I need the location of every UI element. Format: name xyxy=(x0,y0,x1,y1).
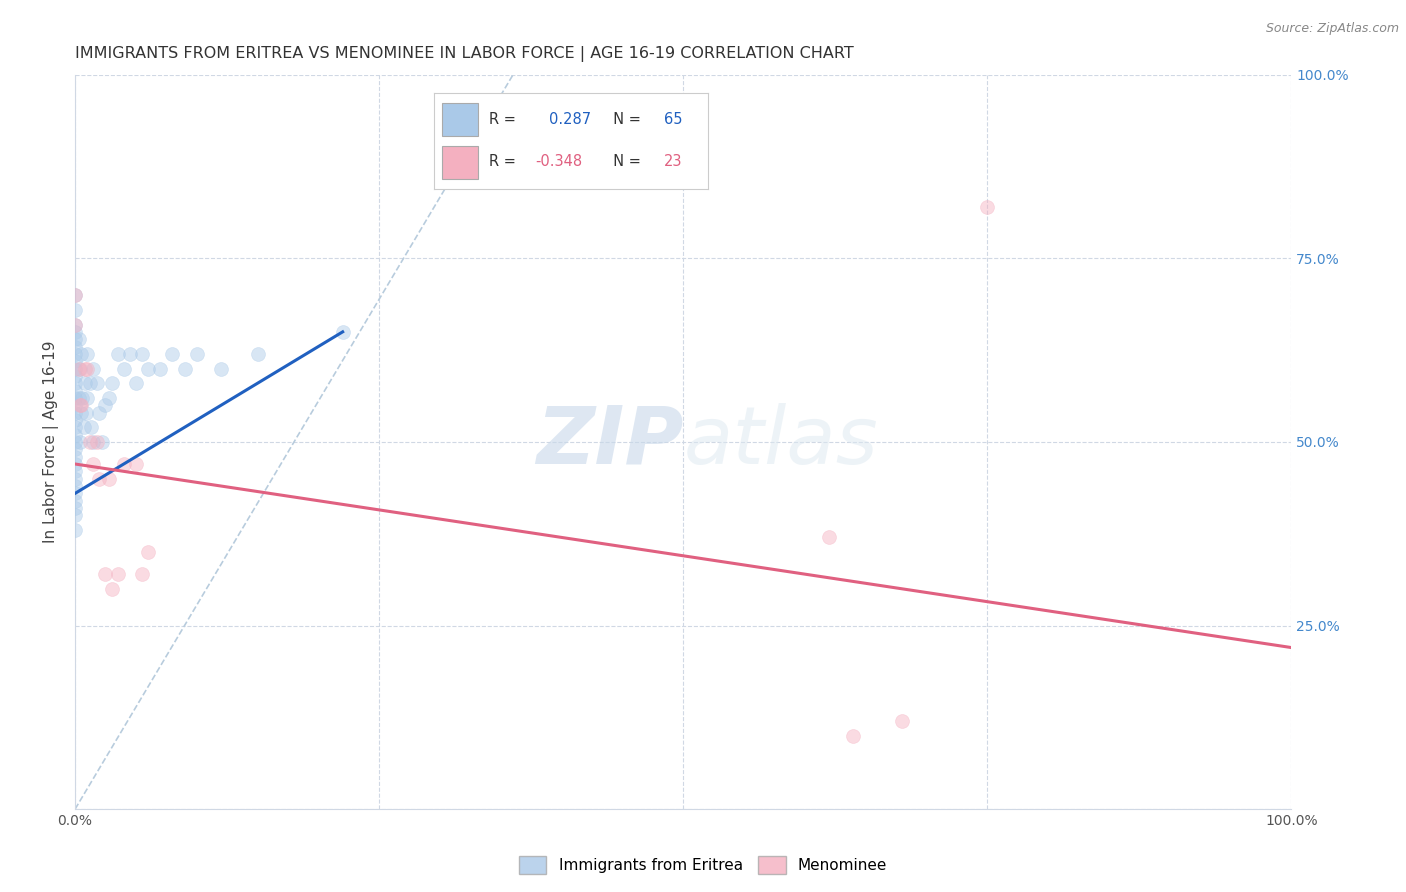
Point xyxy=(131,347,153,361)
Point xyxy=(72,420,94,434)
Text: ZIP: ZIP xyxy=(536,403,683,481)
Point xyxy=(67,361,90,376)
Point xyxy=(94,567,117,582)
Point xyxy=(976,200,998,214)
Point xyxy=(63,398,86,412)
Point xyxy=(107,347,129,361)
Point xyxy=(63,523,86,537)
Point xyxy=(73,376,96,391)
Point xyxy=(79,376,101,391)
Point xyxy=(63,347,86,361)
Point xyxy=(63,384,86,398)
Point xyxy=(63,427,86,442)
Point xyxy=(63,368,86,383)
Point xyxy=(69,434,91,449)
Point xyxy=(76,391,98,405)
Point xyxy=(63,391,86,405)
Y-axis label: In Labor Force | Age 16-19: In Labor Force | Age 16-19 xyxy=(44,341,59,543)
Point xyxy=(131,567,153,582)
Text: IMMIGRANTS FROM ERITREA VS MENOMINEE IN LABOR FORCE | AGE 16-19 CORRELATION CHAR: IMMIGRANTS FROM ERITREA VS MENOMINEE IN … xyxy=(75,46,853,62)
Point xyxy=(63,508,86,523)
Point xyxy=(76,361,98,376)
Point xyxy=(69,398,91,412)
Point xyxy=(112,457,135,471)
Text: atlas: atlas xyxy=(683,403,877,481)
Point xyxy=(67,332,90,346)
Point xyxy=(98,472,121,486)
Point xyxy=(63,442,86,457)
Point xyxy=(76,347,98,361)
Point xyxy=(63,332,86,346)
Point xyxy=(107,567,129,582)
Point xyxy=(63,354,86,368)
Point xyxy=(63,493,86,508)
Point xyxy=(70,347,93,361)
Point xyxy=(332,325,354,339)
Point xyxy=(86,376,108,391)
Point xyxy=(63,302,86,317)
Point xyxy=(63,288,86,302)
Point xyxy=(89,406,111,420)
Point xyxy=(89,472,111,486)
Point xyxy=(186,347,208,361)
Point xyxy=(125,376,148,391)
Point xyxy=(63,288,86,302)
Point xyxy=(818,530,841,544)
Point xyxy=(63,413,86,427)
Point xyxy=(63,339,86,353)
Point xyxy=(69,361,91,376)
Point xyxy=(70,398,93,412)
Point xyxy=(70,406,93,420)
Point xyxy=(63,318,86,332)
Point xyxy=(79,434,101,449)
Point xyxy=(149,361,172,376)
Point xyxy=(118,347,141,361)
Point xyxy=(100,376,122,391)
Point xyxy=(80,420,103,434)
Point xyxy=(125,457,148,471)
Point xyxy=(63,318,86,332)
Point xyxy=(82,434,104,449)
Point xyxy=(63,464,86,478)
Point xyxy=(63,472,86,486)
Point xyxy=(72,391,94,405)
Point xyxy=(136,361,159,376)
Point xyxy=(90,434,112,449)
Point xyxy=(94,398,117,412)
Point xyxy=(112,361,135,376)
Legend: Immigrants from Eritrea, Menominee: Immigrants from Eritrea, Menominee xyxy=(513,850,893,880)
Point xyxy=(67,391,90,405)
Point xyxy=(173,361,195,376)
Point xyxy=(63,501,86,516)
Point xyxy=(246,347,269,361)
Point xyxy=(209,361,232,376)
Text: Source: ZipAtlas.com: Source: ZipAtlas.com xyxy=(1265,22,1399,36)
Point xyxy=(136,545,159,559)
Point xyxy=(63,376,86,391)
Point xyxy=(63,457,86,471)
Point xyxy=(63,486,86,500)
Point xyxy=(891,714,914,728)
Point xyxy=(100,582,122,596)
Point xyxy=(82,457,104,471)
Point xyxy=(63,406,86,420)
Point xyxy=(63,420,86,434)
Point xyxy=(63,479,86,493)
Point xyxy=(63,450,86,464)
Point xyxy=(73,361,96,376)
Point xyxy=(63,361,86,376)
Point xyxy=(63,325,86,339)
Point xyxy=(98,391,121,405)
Point xyxy=(162,347,184,361)
Point xyxy=(842,729,865,743)
Point xyxy=(86,434,108,449)
Point xyxy=(82,361,104,376)
Point xyxy=(63,434,86,449)
Point xyxy=(75,406,97,420)
